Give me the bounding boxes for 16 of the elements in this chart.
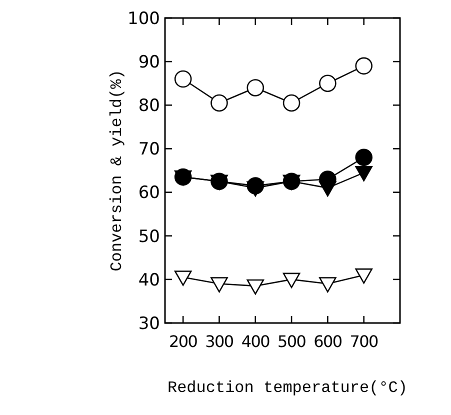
x-tick-label: 700 bbox=[350, 332, 379, 351]
x-tick-label: 600 bbox=[314, 332, 342, 351]
x-tick-label: 300 bbox=[205, 332, 234, 351]
x-axis-title: Reduction temperature(°C) bbox=[167, 379, 408, 397]
y-tick-label: 60 bbox=[138, 183, 160, 204]
x-tick-label: 200 bbox=[169, 332, 198, 351]
y-tick-label: 80 bbox=[138, 96, 160, 116]
y-tick-label: 100 bbox=[128, 8, 160, 29]
y-axis-title: Conversion & yield(%) bbox=[108, 70, 126, 272]
y-tick-label: 30 bbox=[138, 314, 160, 334]
x-tick-label: 500 bbox=[277, 332, 306, 351]
y-tick-label: 70 bbox=[138, 140, 160, 160]
y-tick-label: 90 bbox=[138, 52, 160, 73]
y-tick-label: 50 bbox=[138, 226, 160, 247]
x-tick-label: 400 bbox=[241, 332, 270, 351]
y-tick-label: 40 bbox=[138, 270, 160, 290]
